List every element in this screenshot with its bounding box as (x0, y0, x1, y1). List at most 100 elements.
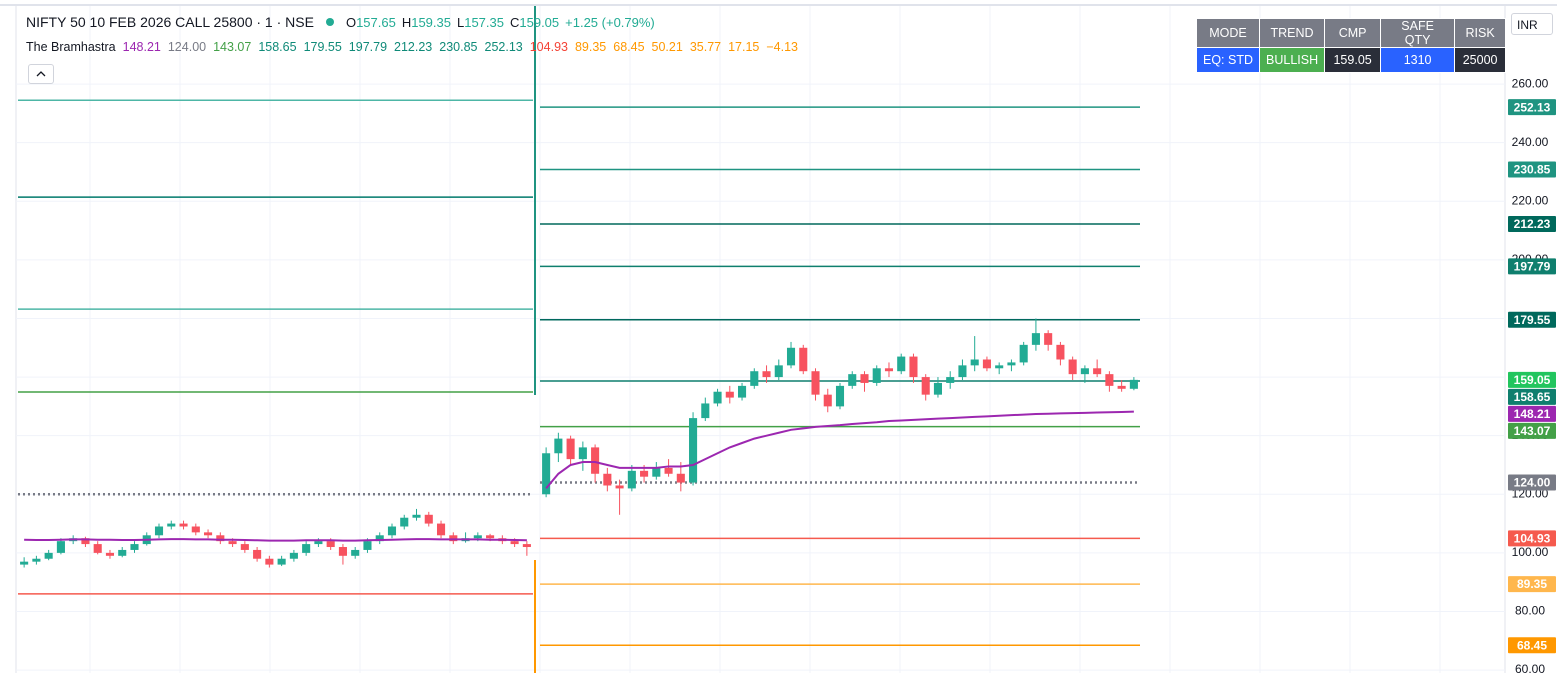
indicator-value: 197.79 (348, 40, 388, 54)
price-label-bg (1508, 530, 1556, 547)
candle-body (799, 347, 808, 372)
candle-body (302, 544, 311, 553)
currency-select[interactable]: INR (1511, 13, 1553, 35)
price-label: 89.35 (1517, 577, 1547, 591)
table-header-cell: TREND (1258, 18, 1326, 48)
candle-body (424, 514, 433, 524)
price-label-bg (1508, 258, 1556, 275)
price-label: 124.00 (1514, 476, 1551, 490)
indicator-value: 148.21 (122, 40, 161, 54)
candle-body (510, 541, 519, 545)
indicator-legend: The Bramhastra 148.21 124.00 143.07 158.65 1… (26, 40, 798, 54)
table-header-cell: CMP (1324, 18, 1382, 48)
candle-body (811, 371, 820, 395)
candle-body (786, 347, 796, 366)
indicator-value: 17.15 (728, 40, 760, 54)
ohlc-key: C (509, 15, 520, 30)
candle-body (750, 371, 759, 386)
candle-body (1031, 333, 1040, 345)
price-label: 68.45 (1517, 638, 1547, 652)
candle-body (970, 359, 979, 366)
candle-body (105, 552, 115, 556)
candle-body (486, 535, 495, 539)
ohlc-value: 157.65 (356, 15, 396, 30)
indicator-name[interactable]: The Bramhastra (26, 40, 116, 54)
table-cell: 159.05 (1324, 47, 1382, 73)
candle-body (44, 552, 53, 559)
candle-body (554, 438, 563, 454)
candle-body (823, 394, 832, 407)
price-label: 179.55 (1514, 313, 1551, 327)
candle-body (375, 535, 384, 542)
candle-body (1019, 344, 1028, 363)
candle-body (167, 523, 176, 527)
symbol[interactable]: NIFTY 50 10 FEB 2026 CALL 25800 · 1 · NS… (26, 14, 314, 30)
indicator-value: 50.21 (651, 40, 683, 54)
table-header-row: MODE TREND CMP SAFE QTY RISK (1196, 18, 1507, 48)
candle-body (277, 558, 286, 565)
indicator-value: 230.85 (439, 40, 478, 54)
candle-body (289, 552, 298, 559)
candle-body (774, 365, 783, 378)
candle-body (909, 356, 918, 378)
candle-body (1129, 379, 1138, 389)
ohlc-item: O157.65 (346, 14, 396, 30)
indicator-value: −4.13 (766, 40, 799, 54)
candle-body (449, 535, 458, 542)
moving-average (24, 538, 527, 542)
candle-body (713, 391, 722, 404)
candle-body (473, 535, 482, 539)
candle-body (1080, 368, 1089, 375)
price-label-bg (1508, 576, 1556, 593)
ohlc-key: H (401, 15, 412, 30)
collapse-button[interactable] (28, 64, 54, 84)
table-header-cell: SAFE QTY (1380, 18, 1456, 48)
price-label-bg (1508, 405, 1556, 422)
chevron (36, 71, 46, 77)
price-label: 158.65 (1514, 390, 1551, 404)
candle-body (860, 374, 869, 383)
price-label-bg (1508, 637, 1556, 654)
y-tick-label: 80.00 (1515, 604, 1545, 618)
indicator-value: 35.77 (689, 40, 722, 54)
indicator-value: 89.35 (574, 40, 607, 54)
currency: INR (1517, 18, 1538, 32)
ohlc-value: 159.35 (411, 15, 451, 30)
candle-body (995, 365, 1004, 369)
y-tick-label: 60.00 (1515, 662, 1545, 673)
candle-body (689, 418, 698, 483)
candle-body (191, 526, 200, 533)
indicator-value: 158.65 (258, 40, 297, 54)
candle-body (1056, 344, 1065, 360)
candle-body (933, 382, 942, 395)
ohlc-item: H159.35 (402, 14, 451, 30)
table-cell: 1310 (1380, 47, 1456, 73)
candle-body (363, 541, 372, 550)
candle-body (762, 371, 771, 378)
price-label: 212.23 (1514, 217, 1551, 231)
candle-body (1117, 385, 1126, 389)
candle-body (56, 541, 65, 553)
candle-body (1105, 374, 1114, 386)
indicator-value: 104.93 (529, 40, 568, 54)
candle-body (591, 447, 600, 474)
candle-body (946, 377, 955, 383)
candle-body (20, 561, 29, 565)
candle-body (314, 541, 323, 545)
price-label: 104.93 (1514, 532, 1551, 546)
ohlc-value: 157.35 (464, 15, 504, 30)
status-dot (325, 18, 334, 26)
table-cell: BULLISH (1258, 47, 1326, 73)
table-header-cell: RISK (1454, 18, 1507, 48)
indicator-value: 68.45 (613, 40, 645, 54)
candle-body (400, 517, 409, 527)
price-label: 159.05 (1514, 373, 1551, 387)
candle-body (676, 473, 685, 483)
price-label-bg (1508, 388, 1556, 405)
candle-body (664, 467, 673, 474)
candle-body (253, 549, 262, 559)
indicator-value: 252.13 (484, 40, 523, 54)
candle-body (578, 447, 587, 460)
candle-body (228, 541, 237, 545)
